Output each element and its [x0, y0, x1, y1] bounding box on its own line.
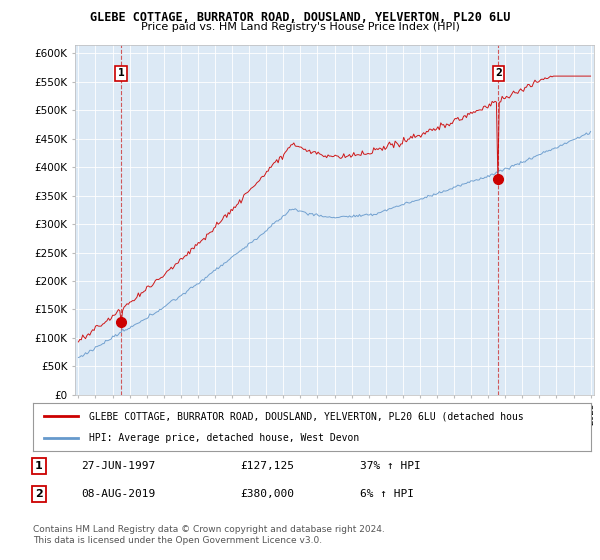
Text: Contains HM Land Registry data © Crown copyright and database right 2024.
This d: Contains HM Land Registry data © Crown c…	[33, 525, 385, 545]
Text: £127,125: £127,125	[240, 461, 294, 471]
Text: Price paid vs. HM Land Registry's House Price Index (HPI): Price paid vs. HM Land Registry's House …	[140, 22, 460, 32]
Text: 6% ↑ HPI: 6% ↑ HPI	[360, 489, 414, 499]
Text: GLEBE COTTAGE, BURRATOR ROAD, DOUSLAND, YELVERTON, PL20 6LU (detached hous: GLEBE COTTAGE, BURRATOR ROAD, DOUSLAND, …	[89, 411, 524, 421]
Text: 1: 1	[35, 461, 43, 471]
Text: GLEBE COTTAGE, BURRATOR ROAD, DOUSLAND, YELVERTON, PL20 6LU: GLEBE COTTAGE, BURRATOR ROAD, DOUSLAND, …	[90, 11, 510, 24]
Text: 2: 2	[495, 68, 502, 78]
Text: £380,000: £380,000	[240, 489, 294, 499]
Text: 1: 1	[118, 68, 124, 78]
Text: 37% ↑ HPI: 37% ↑ HPI	[360, 461, 421, 471]
Text: 2: 2	[35, 489, 43, 499]
Text: HPI: Average price, detached house, West Devon: HPI: Average price, detached house, West…	[89, 433, 359, 443]
Text: 08-AUG-2019: 08-AUG-2019	[81, 489, 155, 499]
Text: 27-JUN-1997: 27-JUN-1997	[81, 461, 155, 471]
